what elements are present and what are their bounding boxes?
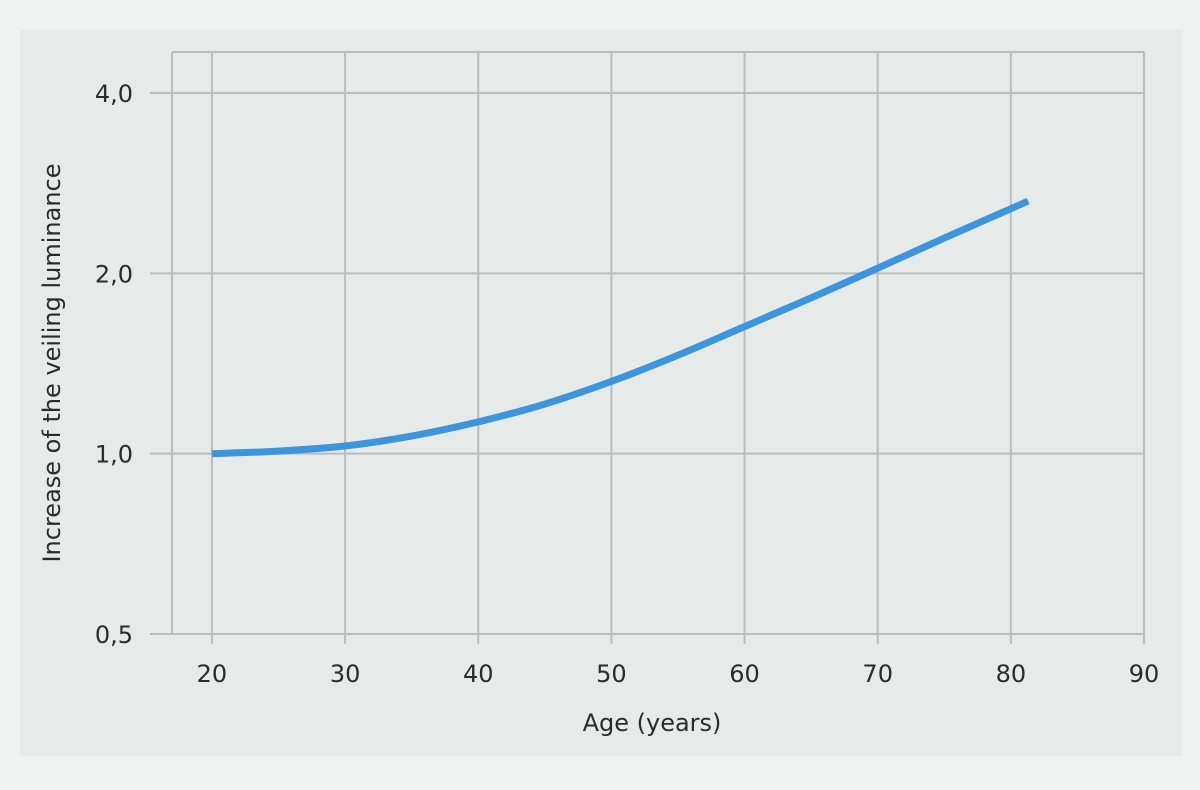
- x-tick-label: 50: [596, 660, 627, 688]
- x-tick-label: 70: [862, 660, 893, 688]
- x-tick-label: 90: [1129, 660, 1160, 688]
- x-tick-labels: 20 30 40 50 60 70 80 90: [197, 660, 1160, 688]
- grid-lines: [150, 52, 1145, 635]
- x-tick-label: 80: [996, 660, 1027, 688]
- x-tick-label: 20: [197, 660, 228, 688]
- series-line: [211, 197, 1030, 458]
- x-tick-label: 40: [463, 660, 494, 688]
- x-axis-title: Age (years): [583, 709, 722, 737]
- y-tick-label: 0,5: [95, 621, 133, 649]
- x-tick-label: 30: [330, 660, 361, 688]
- y-tick-label: 2,0: [95, 260, 133, 288]
- y-tick-label: 4,0: [95, 80, 133, 108]
- y-tick-label: 1,0: [95, 441, 133, 469]
- axes: [171, 51, 1145, 644]
- y-axis-title: Increase of the veiling luminance: [38, 163, 66, 562]
- series-group: [211, 197, 1030, 458]
- x-tick-label: 60: [729, 660, 760, 688]
- y-tick-labels: 0,5 1,0 2,0 4,0: [95, 80, 133, 649]
